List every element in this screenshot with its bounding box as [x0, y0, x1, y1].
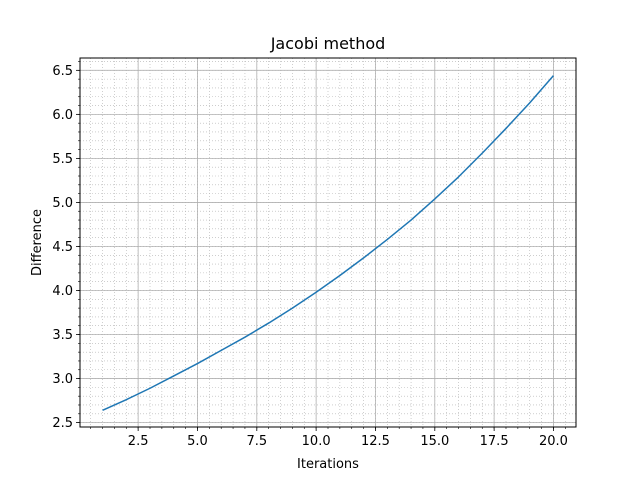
- chart-title: Jacobi method: [270, 34, 386, 53]
- y-axis-ticks: 2.5 3.0 3.5 4.0 4.5 5.0 5.5 6.0 6.5: [52, 61, 80, 431]
- x-tick-label: 17.5: [480, 434, 509, 449]
- y-tick-label: 3.5: [52, 328, 73, 343]
- x-tick-label: 10.0: [302, 434, 331, 449]
- y-tick-label: 2.5: [52, 416, 73, 431]
- y-tick-label: 5.0: [52, 196, 73, 211]
- minor-grid: [80, 58, 576, 427]
- y-tick-label: 6.0: [52, 108, 73, 123]
- x-axis-label: Iterations: [297, 457, 359, 472]
- series-layer: [102, 75, 555, 411]
- plot-frame: [79, 57, 577, 428]
- y-tick-label: 4.5: [52, 240, 73, 255]
- x-axis-ticks: 2.5 5.0 7.5 10.0 12.5 15.0 17.5 20.0: [90, 427, 568, 449]
- y-tick-label: 4.0: [52, 284, 73, 299]
- series-line: [102, 75, 555, 411]
- major-grid: [80, 58, 576, 427]
- x-tick-label: 20.0: [539, 434, 568, 449]
- y-tick-label: 5.5: [52, 152, 73, 167]
- x-tick-label: 7.5: [246, 434, 267, 449]
- y-tick-label: 6.5: [52, 64, 73, 79]
- x-tick-label: 15.0: [420, 434, 449, 449]
- x-tick-label: 2.5: [128, 434, 149, 449]
- x-tick-label: 5.0: [187, 434, 208, 449]
- x-tick-label: 12.5: [361, 434, 390, 449]
- y-axis-label: Difference: [30, 209, 45, 276]
- y-tick-label: 3.0: [52, 372, 73, 387]
